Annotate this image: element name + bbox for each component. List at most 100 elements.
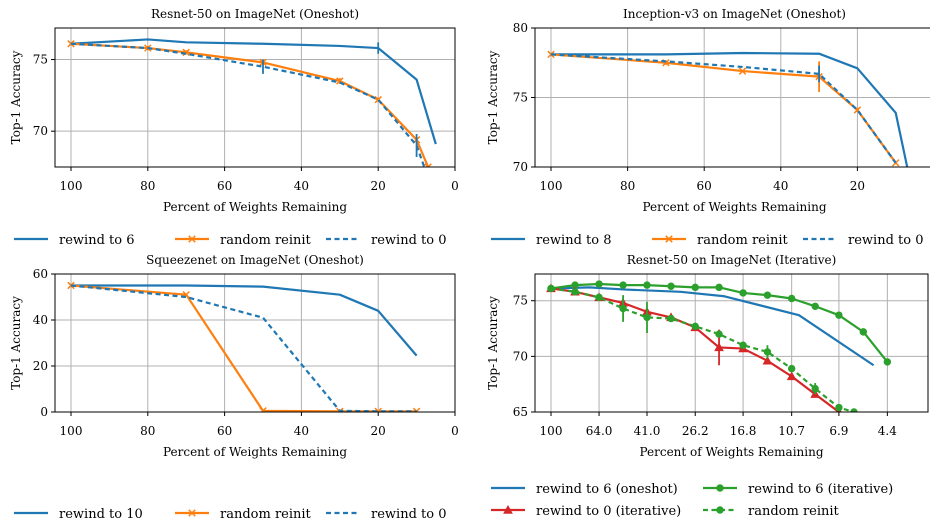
series-line bbox=[551, 51, 909, 167]
y-tick-label: 60 bbox=[33, 267, 48, 281]
data-point bbox=[619, 304, 627, 313]
chart-title: Resnet-50 on ImageNet (Oneshot) bbox=[151, 7, 359, 21]
series-3 bbox=[70, 42, 426, 167]
x-tick-label: 60 bbox=[217, 179, 232, 193]
data-point bbox=[571, 288, 579, 296]
x-axis-label: Percent of Weights Remaining bbox=[163, 200, 347, 214]
chart-title: Resnet-50 on ImageNet (Iterative) bbox=[627, 253, 837, 267]
x-tick-label: 26.2 bbox=[682, 424, 709, 438]
legend-item: rewind to 10 bbox=[14, 507, 143, 522]
legend-label: rewind to 0 bbox=[371, 233, 446, 248]
y-axis-label: Top-1 Accuracy bbox=[486, 296, 500, 390]
series-1 bbox=[70, 38, 437, 145]
grid-lines bbox=[55, 28, 456, 167]
y-tick-label: 70 bbox=[513, 160, 528, 174]
legend: rewind to 6 random reinit rewind to 0 bbox=[14, 233, 446, 248]
legend-item: rewind to 0 (iterative) bbox=[491, 504, 681, 519]
series-4 bbox=[547, 284, 858, 412]
legend-item: rewind to 6 (iterative) bbox=[703, 482, 893, 497]
data-point bbox=[787, 364, 796, 373]
y-tick-label: 0 bbox=[40, 405, 48, 419]
y-tick-label: 75 bbox=[513, 91, 528, 105]
data-point bbox=[643, 281, 651, 289]
series-line bbox=[550, 286, 875, 367]
x-tick-label: 80 bbox=[140, 424, 155, 438]
grid-lines bbox=[55, 273, 456, 413]
y-tick-label: 75 bbox=[513, 294, 528, 308]
data-point bbox=[811, 384, 819, 393]
plot-area bbox=[67, 281, 421, 412]
series-line bbox=[550, 53, 897, 164]
x-tick-label: 4.4 bbox=[878, 424, 897, 438]
x-tick-label: 80 bbox=[620, 179, 635, 193]
y-axis-label: Top-1 Accuracy bbox=[9, 296, 23, 390]
x-tick-label: 16.8 bbox=[730, 424, 757, 438]
data-point bbox=[762, 355, 773, 365]
legend: rewind to 6 (oneshot) rewind to 6 (iterat… bbox=[491, 482, 893, 519]
series-1 bbox=[550, 286, 875, 367]
legend-item: rewind to 0 bbox=[326, 233, 446, 248]
legend-label: random reinit bbox=[220, 233, 312, 248]
x-tick-label: 100 bbox=[60, 424, 83, 438]
x-tick-label: 20 bbox=[371, 424, 386, 438]
plot-frame bbox=[54, 273, 456, 413]
legend-label: random reinit bbox=[220, 507, 312, 522]
legend-item: random reinit bbox=[703, 504, 840, 519]
legend: rewind to 10 random reinit rewind to 0 bbox=[14, 507, 446, 522]
data-point bbox=[667, 282, 675, 290]
series-1 bbox=[551, 51, 909, 167]
y-tick-label: 70 bbox=[33, 124, 48, 138]
x-tick-label: 6.9 bbox=[829, 424, 848, 438]
legend-marker bbox=[716, 484, 724, 492]
chart-panel-2: 100806040200707580Inception-v3 on ImageN… bbox=[486, 7, 930, 248]
x-tick-label: 40 bbox=[294, 424, 309, 438]
x-tick-label: 60 bbox=[217, 424, 232, 438]
x-tick-label: 100 bbox=[540, 179, 563, 193]
legend-item: rewind to 0 bbox=[803, 233, 923, 248]
data-point bbox=[691, 283, 699, 292]
data-point bbox=[739, 289, 747, 297]
series-3 bbox=[70, 284, 417, 412]
series-1 bbox=[71, 284, 418, 357]
x-tick-label: 80 bbox=[140, 179, 155, 193]
series-3 bbox=[550, 53, 897, 164]
legend-marker bbox=[716, 506, 724, 514]
x-tick-label: 41.0 bbox=[634, 424, 661, 438]
x-tick-label: 40 bbox=[773, 179, 788, 193]
data-point bbox=[715, 330, 723, 338]
data-point bbox=[883, 358, 892, 366]
plot-area bbox=[547, 50, 909, 167]
series-line bbox=[550, 287, 855, 412]
x-tick-label: 20 bbox=[850, 179, 865, 193]
series-line bbox=[71, 284, 418, 357]
legend-marker bbox=[188, 235, 196, 243]
data-point bbox=[259, 407, 267, 412]
data-point bbox=[424, 163, 432, 167]
legend-marker bbox=[503, 504, 513, 514]
plot-area bbox=[546, 280, 892, 412]
legend-label: rewind to 6 (iterative) bbox=[748, 482, 893, 497]
x-tick-label: 0 bbox=[451, 179, 459, 193]
x-tick-label: 20 bbox=[371, 179, 386, 193]
y-tick-label: 80 bbox=[513, 21, 528, 35]
legend-item: random reinit bbox=[175, 233, 312, 248]
data-point bbox=[835, 403, 843, 412]
y-tick-label: 75 bbox=[33, 53, 48, 67]
chart-panel-4: 100 64.0 41.0 26.2 16.8 10.7 6.9 4.4 65 70 75 Resne… bbox=[486, 253, 929, 519]
legend-label: random reinit bbox=[748, 504, 840, 519]
data-point bbox=[859, 328, 868, 336]
legend-item: rewind to 6 bbox=[14, 233, 134, 248]
legend-item: rewind to 0 bbox=[326, 507, 446, 522]
legend-label: rewind to 0 bbox=[848, 233, 923, 248]
series-line bbox=[70, 42, 426, 167]
legend-item: random reinit bbox=[652, 233, 789, 248]
legend-label: rewind to 10 bbox=[59, 507, 143, 522]
x-tick-label: 64.0 bbox=[586, 424, 613, 438]
legend-label: rewind to 6 bbox=[59, 233, 134, 248]
series-line bbox=[70, 42, 430, 167]
data-point bbox=[691, 322, 699, 331]
x-tick-label: 40 bbox=[294, 179, 309, 193]
series-2 bbox=[547, 280, 892, 366]
x-tick-label: 0 bbox=[451, 424, 459, 438]
